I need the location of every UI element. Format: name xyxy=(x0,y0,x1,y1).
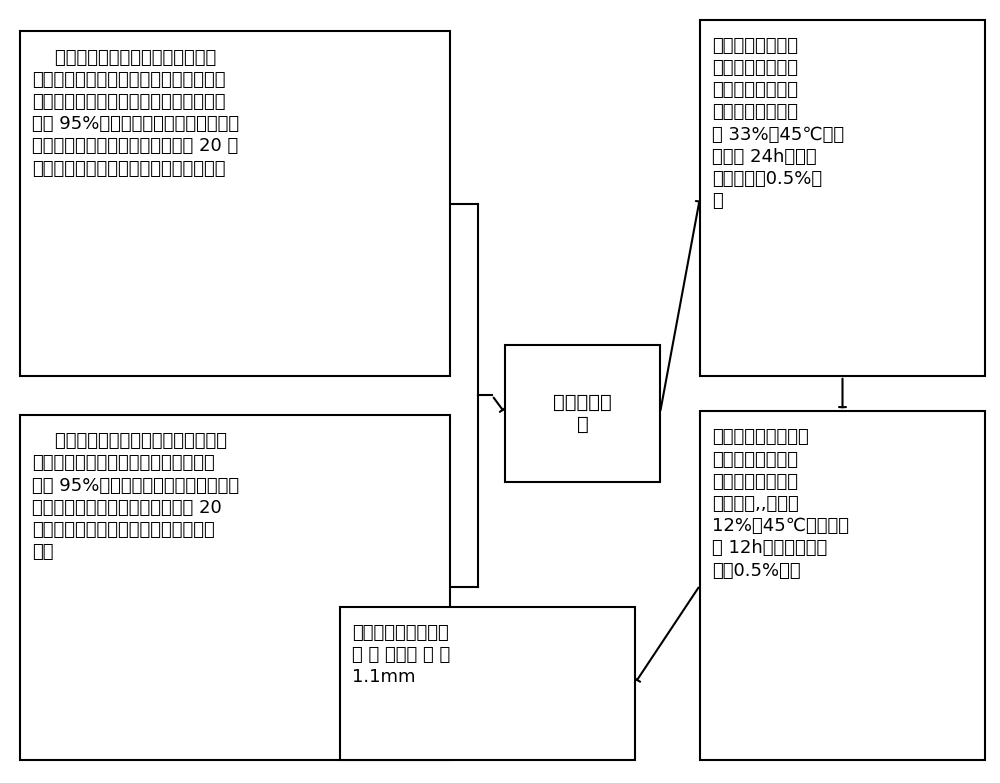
Bar xyxy=(505,345,660,482)
Text: 含药层：将单硝酸异山梨酯与含药
层其他各辅料（除硬脂酸镁）分别过一定
目数筛网后，混合均匀，加入流化床中，
喷入 95%的乙醇水溶液进行制粒，至合
适大小，停止: 含药层：将单硝酸异山梨酯与含药 层其他各辅料（除硬脂酸镁）分别过一定 目数筛网后… xyxy=(32,49,239,178)
Text: 助推层：将以上所列助推层辅料（除
硬脂酸镁）混合均匀，加入流化床中，
喷入 95%的乙醇水溶液进行制粒，至合
适大小，停止喷雾；干燥后颗粒过 20
目整粒，最后: 助推层：将以上所列助推层辅料（除 硬脂酸镁）混合均匀，加入流化床中， 喷入 95… xyxy=(32,432,239,561)
Bar xyxy=(700,411,985,760)
Text: 包载隔离衣：将检
验合格的双层片芯
用以上隔离衣包衣
液进行包衣，至增
重 33%，45℃条件
下干燥 24h，控制
溶剂残留在0.5%以
下: 包载隔离衣：将检 验合格的双层片芯 用以上隔离衣包衣 液进行包衣，至增 重 33… xyxy=(712,37,844,210)
Bar xyxy=(340,607,635,760)
Bar xyxy=(700,20,985,376)
Bar xyxy=(20,415,450,760)
Bar xyxy=(20,31,450,376)
Text: 压制双层片
芯: 压制双层片 芯 xyxy=(553,392,612,434)
Text: 包载半透衣膜：用以
上所述控释包衣液
对片剂进一步进行
控释包衣,,至增重
12%，45℃条件下干
燥 12h，控制溶剂残
留在0.5%以下: 包载半透衣膜：用以 上所述控释包衣液 对片剂进一步进行 控释包衣,,至增重 12… xyxy=(712,428,849,579)
Text: 采用机械打孔方式进
行 打 孔，孔 内 径
1.1mm: 采用机械打孔方式进 行 打 孔，孔 内 径 1.1mm xyxy=(352,624,450,687)
